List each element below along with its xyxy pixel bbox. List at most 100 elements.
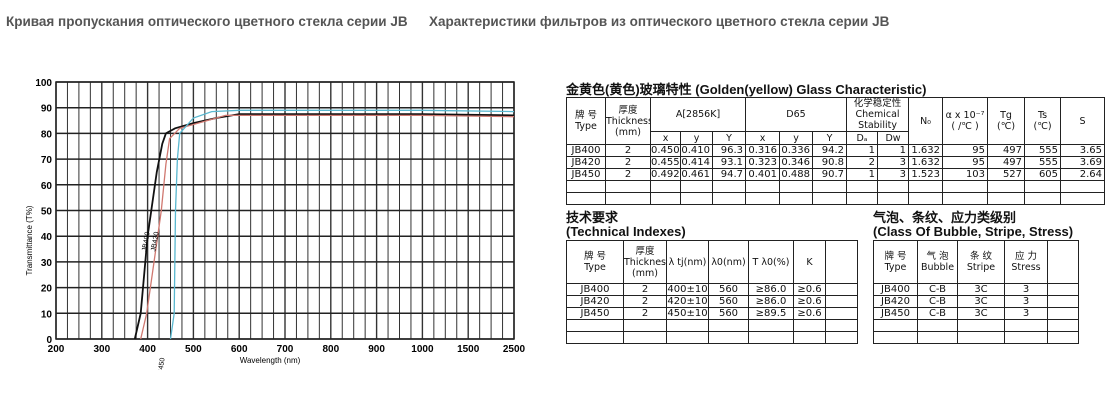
table-cell (1047, 307, 1079, 320)
table-cell: 95 (942, 144, 989, 157)
col-d65: D65 (744, 97, 848, 132)
table-row: JB400 C-B 3C 3 (873, 283, 1104, 296)
table-cell (708, 331, 749, 344)
x-tick-label: 200 (48, 344, 65, 355)
table-cell (666, 319, 709, 332)
table-cell: JB400 (566, 144, 606, 157)
y-tick-label: 100 (35, 78, 52, 89)
table-cell: 2 (623, 307, 667, 320)
empty-row (566, 331, 858, 344)
table-cell: 0.410 (680, 144, 713, 157)
table-cell: 2.64 (1060, 168, 1106, 181)
plot-frame (55, 81, 515, 340)
table-cell (825, 319, 858, 332)
y-tick-label: 10 (41, 309, 53, 320)
empty-row (566, 192, 1106, 205)
table-cell (825, 307, 858, 320)
x-tick-label: 600 (231, 344, 248, 355)
table-cell (908, 192, 944, 205)
table-row: JB420 2 420±10 560 ≥86.0 ≥0.6 (566, 295, 858, 308)
empty-row (873, 331, 1104, 344)
table-cell: JB450 (566, 307, 624, 320)
y-tick-label: 90 (41, 104, 53, 115)
table-cell: 1 (846, 144, 879, 157)
table-cell (1047, 295, 1079, 308)
bubble-heading: 气泡、条纹、应力类级别 (Class Of Bubble, Stripe, Str… (873, 210, 1074, 239)
table-cell: 3.65 (1060, 144, 1106, 157)
x-tick-label: 900 (368, 344, 385, 355)
table-cell: 2 (623, 295, 667, 308)
table-cell: C-B (917, 295, 958, 308)
col-dw: Dw (877, 131, 910, 145)
empty-row (873, 319, 1104, 332)
tech-heading: 技术要求 (Technical Indexes) (566, 210, 686, 239)
table-cell: 0.316 (745, 144, 780, 157)
golden-heading: 金黄色(黄色)玻璃特性 (Golden(yellow) Glass Charac… (566, 82, 927, 97)
col-da: Dₐ (846, 131, 879, 145)
table-cell: 527 (987, 168, 1026, 181)
table-cell (605, 192, 651, 205)
table-cell (877, 192, 910, 205)
col-stress: 应 力 Stress (1004, 240, 1048, 284)
y-tick-label: 70 (41, 155, 53, 166)
table-row: JB450 C-B 3C 3 (873, 307, 1104, 320)
table-cell: 1 (846, 168, 879, 181)
col-chemical: 化学稳定性 Chemical Stability (846, 97, 910, 132)
table-cell (987, 192, 1026, 205)
table-cell (779, 180, 813, 193)
table-cell (1079, 296, 1104, 308)
table-cell (712, 192, 746, 205)
table-cell: 3C (957, 295, 1005, 308)
table-cell (1060, 192, 1106, 205)
table-cell: 90.8 (811, 156, 848, 169)
col-ts: Ts (℃) (1024, 97, 1062, 145)
table-cell (605, 180, 651, 193)
y-tick-label: 0 (46, 335, 52, 346)
table-cell: 0.346 (779, 156, 813, 169)
table-cell (846, 180, 879, 193)
table-cell: 94.2 (811, 144, 848, 157)
table-cell: 3C (957, 283, 1005, 296)
table-cell: 0.401 (745, 168, 780, 181)
table-cell (566, 331, 624, 344)
x-axis-label: Wavelength (nm) (240, 356, 301, 365)
table-cell: 0.455 (650, 156, 681, 169)
bubble-stripe-stress-table: 牌 号 Type 气 泡 Bubble 条 纹 Stripe 应 力 Stress JB… (873, 240, 1104, 344)
table-cell: 3 (877, 168, 910, 181)
table-cell: JB420 (873, 295, 918, 308)
table-cell (1024, 192, 1062, 205)
col-thickness: 厚度 Thickness (mm) (605, 97, 651, 145)
table-cell (825, 283, 858, 296)
series-label: JB450 (156, 357, 166, 370)
table-cell (793, 319, 826, 332)
col-empty (1047, 240, 1079, 284)
table-cell: 3 (877, 156, 910, 169)
table-cell: 103 (942, 168, 989, 181)
table-cell: 560 (708, 283, 749, 296)
x-tick-label: 300 (93, 344, 110, 355)
tables-title: Характеристики фильтров из оптического ц… (429, 14, 890, 29)
col-blank (1079, 241, 1104, 284)
table-cell (650, 180, 681, 193)
table-cell: ≥0.6 (793, 283, 826, 296)
table-cell: JB400 (873, 283, 918, 296)
table-cell (825, 331, 858, 344)
col-type: 牌 号 Type (566, 97, 606, 145)
table-cell: 1.523 (908, 168, 944, 181)
series-line-jb420 (140, 114, 515, 340)
table-cell (708, 319, 749, 332)
empty-row (566, 319, 858, 332)
col-lambda-tj: λ tj(nm) (666, 240, 709, 284)
col-type: 牌 号 Type (566, 240, 624, 284)
table-cell: JB420 (566, 295, 624, 308)
col-bubble: 气 泡 Bubble (917, 240, 958, 284)
technical-indexes-table: 牌 号 Type 厚度 Thickness (mm) λ tj(nm) λ0(nm) … (566, 240, 858, 344)
col-lambda-0: λ0(nm) (708, 240, 749, 284)
golden-glass-table: 牌 号 Type 厚度 Thickness (mm) A[2856K] D65 化学稳… (566, 97, 1106, 205)
table-cell (957, 331, 1005, 344)
table-cell (942, 180, 989, 193)
table-cell (1004, 331, 1048, 344)
table-cell (566, 180, 606, 193)
table-cell (650, 192, 681, 205)
table-cell: 94.7 (712, 168, 746, 181)
